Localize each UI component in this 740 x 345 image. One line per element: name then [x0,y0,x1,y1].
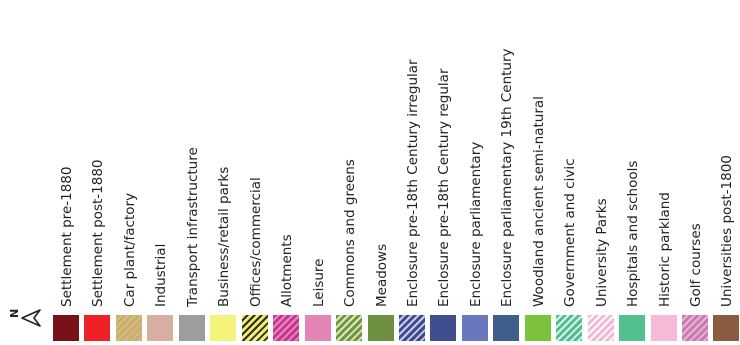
legend-item-label: Car plant/factory [121,192,138,307]
legend-swatch [241,315,268,341]
legend-item-label: Industrial [153,243,170,307]
legend-swatch [493,315,520,341]
legend-item-label: Meadows [373,243,390,307]
legend-item-label: Enclosure parliamentary [467,141,484,307]
legend-swatch [619,315,646,341]
legend-swatch [713,315,740,341]
legend-item-label: Government and civic [562,158,579,307]
legend-item: Meadows [367,0,394,345]
legend-item-label: Universities post-1800 [719,155,736,307]
legend-swatch [53,315,79,341]
legend-item: Offices/commercial [241,0,268,345]
legend-item-label: Offices/commercial [247,177,264,307]
legend-item: Historic parkland [650,0,677,345]
legend-item: Woodland ancient semi-natural [524,0,551,345]
legend-swatch [84,315,111,341]
legend-swatch [336,315,363,341]
north-letter: N [8,309,21,318]
legend-swatch [367,315,394,341]
legend-swatch [147,315,174,341]
legend-item-label: Settlement post-1880 [90,159,107,308]
legend-item: Commons and greens [336,0,363,345]
legend-item: University Parks [587,0,614,345]
legend-swatch [398,315,425,341]
legend-item-label: Leisure [310,258,327,308]
legend-item: Business/retail parks [210,0,237,345]
north-arrow-icon: N [8,309,41,327]
legend-item-label: Woodland ancient semi-natural [530,96,547,307]
legend-item: Universities post-1800 [713,0,740,345]
legend-item-label: Golf courses [688,223,704,307]
legend-item: Leisure [304,0,331,345]
legend-swatch [430,315,457,341]
legend-item-label: Enclosure parliamentary 19th Century [499,48,516,307]
legend-item: Hospitals and schools [619,0,646,345]
legend-item: Government and civic [556,0,583,345]
legend-item: Enclosure pre-18th Century regular [430,0,457,345]
legend-swatch [524,315,551,341]
legend-item-label: Settlement pre-1880 [59,166,75,307]
legend-swatch [115,315,142,341]
legend-item-label: Allotments [279,234,296,307]
legend-item-label: Business/retail parks [216,166,233,307]
legend-item-label: Historic parkland [656,192,673,307]
legend-item-label: Hospitals and schools [625,160,642,307]
legend-item: Enclosure parliamentary 19th Century [493,0,520,345]
legend-item: Enclosure pre-18th Century irregular [398,0,425,345]
legend-item: Golf courses [682,0,708,345]
legend-swatch [273,315,300,341]
legend-item-label: Commons and greens [342,159,359,307]
legend-item: Car plant/factory [115,0,142,345]
legend-swatch [178,315,205,341]
legend-item-label: Enclosure pre-18th Century irregular [404,59,421,307]
legend-item: Settlement pre-1880 [53,0,79,345]
legend-swatch [587,315,614,341]
legend-item: Settlement post-1880 [84,0,111,345]
legend-swatch [556,315,583,341]
legend-item: Enclosure parliamentary [461,0,488,345]
legend-item-label: Transport infrastructure [184,147,201,307]
legend-item: Allotments [273,0,300,345]
legend-swatch [650,315,677,341]
legend-item: Industrial [147,0,174,345]
legend-item: Transport infrastructure [178,0,205,345]
legend-swatch [304,315,331,341]
legend-swatch [461,315,488,341]
legend-item-label: University Parks [593,198,610,307]
legend-swatch [210,315,237,341]
legend-item-label: Enclosure pre-18th Century regular [436,68,453,307]
legend-swatch [682,315,708,341]
